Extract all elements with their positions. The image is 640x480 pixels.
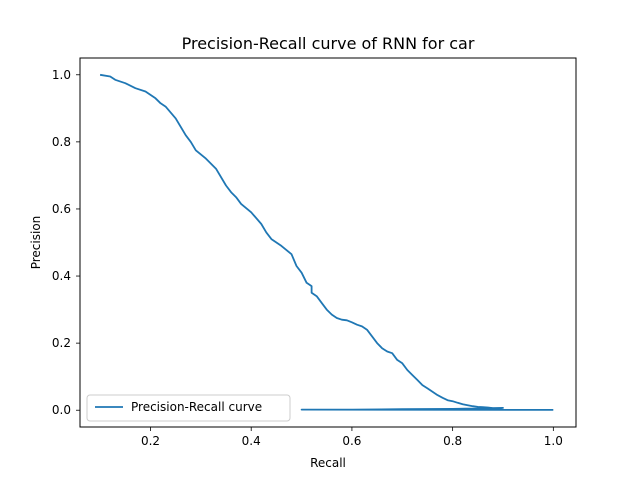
axes-frame xyxy=(79,57,577,428)
series-line-0 xyxy=(99,73,554,411)
x-tick-label: 1.0 xyxy=(544,434,563,448)
legend: Precision-Recall curve xyxy=(86,394,291,422)
y-tick-label: 0.6 xyxy=(52,202,71,216)
y-tick-label: 0.8 xyxy=(52,135,71,149)
legend-box xyxy=(86,394,291,422)
series-layer xyxy=(99,73,554,411)
y-tick-label: 1.0 xyxy=(52,68,71,82)
x-tick-label: 0.4 xyxy=(242,434,261,448)
x-axis-label: Recall xyxy=(310,456,346,470)
y-tick-label: 0.2 xyxy=(52,336,71,350)
x-tick-label: 0.6 xyxy=(342,434,361,448)
x-tick-label: 0.2 xyxy=(141,434,160,448)
y-tick-label: 0.4 xyxy=(52,269,71,283)
y-axis: 0.0 0.2 0.4 0.6 0.8 1.0 xyxy=(52,68,80,417)
y-tick-label: 0.0 xyxy=(52,403,71,417)
y-axis-label: Precision xyxy=(29,216,43,270)
x-tick-label: 0.8 xyxy=(443,434,462,448)
chart-title: Precision-Recall curve of RNN for car xyxy=(182,34,475,53)
legend-label: Precision-Recall curve xyxy=(131,400,262,414)
x-axis: 0.2 0.4 0.6 0.8 1.0 xyxy=(141,427,563,448)
plot-area xyxy=(79,57,577,428)
